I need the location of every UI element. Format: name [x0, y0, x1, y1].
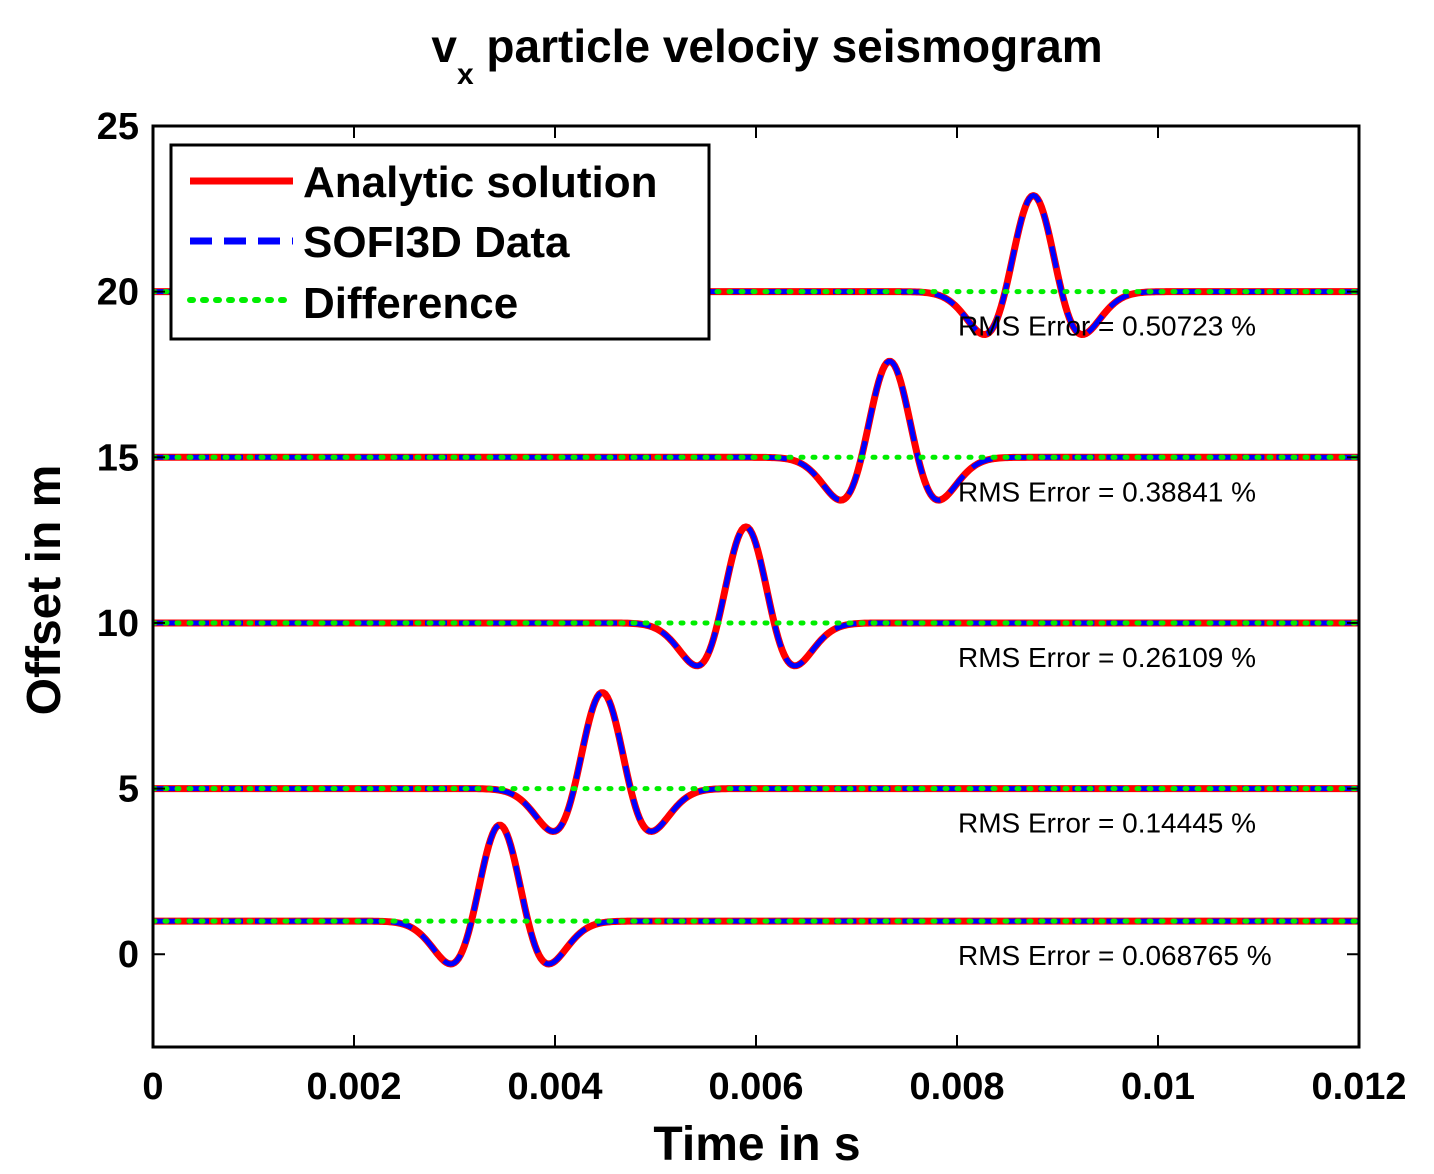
rms-labels: RMS Error = 0.068765 % RMS Error = 0.1444… — [958, 311, 1272, 971]
y-tick-label: 15 — [97, 437, 139, 479]
x-tick-label: 0.002 — [306, 1066, 401, 1108]
y-tick-label: 5 — [118, 769, 139, 811]
rms-error-label-0: RMS Error = 0.068765 % — [958, 940, 1272, 971]
x-tick-label: 0.012 — [1311, 1066, 1406, 1108]
y-tick-label: 0 — [118, 934, 139, 976]
x-tick-label: 0.006 — [708, 1066, 803, 1108]
y-tick-label: 10 — [97, 603, 139, 645]
y-tick-label: 25 — [97, 106, 139, 148]
title-main: v — [431, 20, 457, 72]
x-axis-label: Time in s — [653, 1118, 860, 1171]
x-tick-label: 0.01 — [1121, 1066, 1195, 1108]
x-tick-label: 0.004 — [507, 1066, 602, 1108]
rms-error-label-3: RMS Error = 0.38841 % — [958, 476, 1256, 507]
series-layer — [153, 192, 1359, 968]
legend-label-analytic: Analytic solution — [303, 158, 657, 207]
sofi3d-trace-4 — [153, 192, 1359, 337]
rms-error-label-1: RMS Error = 0.14445 % — [958, 808, 1256, 839]
sofi3d-trace-3 — [153, 358, 1359, 503]
title-rest: particle velociy seismogram — [474, 20, 1103, 72]
sofi3d-trace-1 — [153, 690, 1359, 834]
y-axis-label: Offset in m — [18, 465, 71, 716]
legend: Analytic solution SOFI3D Data Difference — [169, 143, 711, 341]
legend-label-difference: Difference — [303, 279, 518, 328]
x-tick-label: 0.008 — [909, 1066, 1004, 1108]
axis-ticks: 0 0.002 0.004 0.006 0.008 0.01 0.012 0 5 10 15 20 25 — [97, 106, 1407, 1108]
legend-label-sofi3d: SOFI3D Data — [303, 218, 570, 267]
plot-frame — [151, 124, 1361, 1049]
chart-title: vx particle velociy seismogram — [431, 20, 1102, 91]
y-tick-label: 20 — [97, 272, 139, 314]
x-tick-label: 0 — [142, 1066, 163, 1108]
rms-error-label-2: RMS Error = 0.26109 % — [958, 642, 1256, 673]
sofi3d-trace-0 — [153, 822, 1359, 967]
sofi3d-trace-2 — [153, 524, 1359, 669]
title-subscript: x — [457, 58, 474, 91]
rms-error-label-4: RMS Error = 0.50723 % — [958, 311, 1256, 342]
